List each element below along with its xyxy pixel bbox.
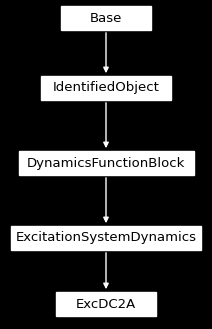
Text: ExcitationSystemDynamics: ExcitationSystemDynamics	[15, 232, 197, 244]
FancyBboxPatch shape	[41, 76, 171, 100]
FancyBboxPatch shape	[56, 292, 156, 316]
Text: Base: Base	[90, 12, 122, 24]
Text: ExcDC2A: ExcDC2A	[76, 297, 136, 311]
FancyBboxPatch shape	[18, 151, 194, 175]
FancyBboxPatch shape	[11, 226, 201, 250]
Text: DynamicsFunctionBlock: DynamicsFunctionBlock	[27, 157, 185, 169]
Text: IdentifiedObject: IdentifiedObject	[53, 82, 159, 94]
FancyBboxPatch shape	[61, 6, 151, 30]
